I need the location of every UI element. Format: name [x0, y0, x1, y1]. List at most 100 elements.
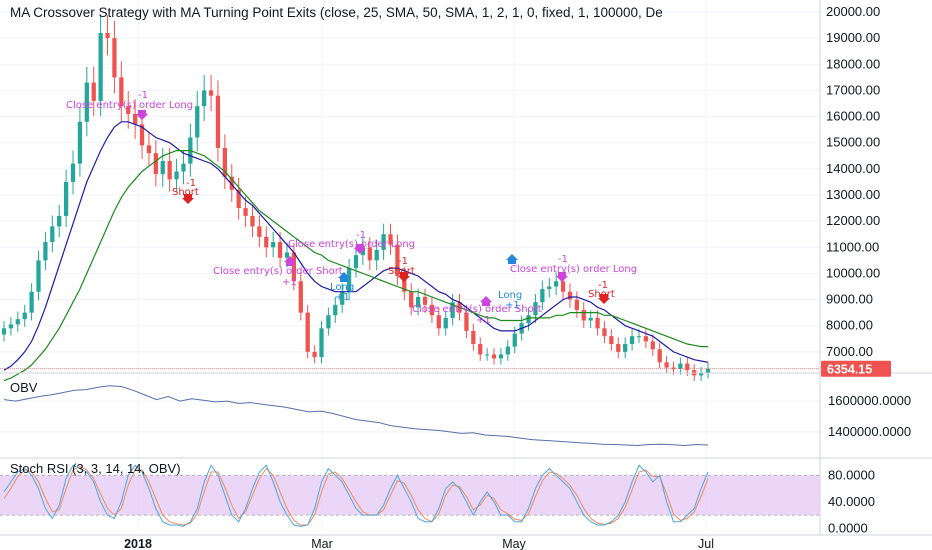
candle-body: [464, 312, 469, 331]
candle-body: [595, 317, 600, 329]
candle-body: [243, 208, 248, 216]
price-tick-label: 16000.00: [826, 109, 880, 124]
candle-body: [685, 363, 690, 371]
annotation-label: Close entry(s) order Short: [213, 266, 343, 277]
annotation-label: +1: [335, 292, 350, 303]
candle-body: [698, 372, 704, 376]
stoch-k-line: [3, 464, 709, 527]
candle-body: [63, 181, 69, 216]
price-tick-label: 8000.00: [826, 318, 873, 333]
candle-body: [57, 215, 62, 227]
candle-body: [581, 310, 586, 321]
candle-body: [491, 354, 497, 359]
candle-body: [609, 336, 614, 345]
signal-arrow-icon: [480, 296, 492, 306]
annotation-label: +1: [505, 300, 520, 311]
candle-body: [208, 90, 214, 96]
obv-label: OBV: [10, 380, 38, 395]
candle-body: [560, 281, 566, 292]
price-axis[interactable]: 7000.00 8000.00 9000.00 10000.00 11000.00 120…: [826, 4, 880, 359]
stoch-axis[interactable]: 0.0000 40.0000 80.0000: [828, 467, 875, 535]
candle-body: [50, 226, 55, 243]
candle-body: [146, 145, 152, 154]
stoch-rsi-pane[interactable]: [0, 464, 820, 527]
candle-body: [629, 336, 635, 345]
candle-body: [340, 291, 345, 305]
candle-body: [77, 121, 83, 164]
candle-body: [436, 315, 441, 329]
candle-body: [119, 77, 124, 107]
stoch-tick-label: 0.0000: [828, 520, 868, 535]
candle-body: [353, 255, 359, 269]
candle-body: [540, 289, 545, 303]
candle-body: [160, 161, 165, 175]
candle-body: [298, 281, 303, 313]
candle-body: [202, 90, 207, 107]
signal-arrow-icon: [354, 244, 366, 254]
candle-body: [505, 346, 510, 355]
candle-body: [181, 163, 186, 172]
signal-arrow-icon: [556, 272, 568, 282]
candle-body: [139, 124, 145, 146]
candle-body: [388, 234, 393, 245]
candle-body: [705, 368, 711, 373]
candle-body: [326, 315, 331, 329]
candle-body: [229, 176, 234, 190]
annotation-label: Long: [330, 282, 354, 293]
candle-body: [664, 362, 669, 368]
candle-body: [409, 291, 414, 308]
price-tick-label: 10000.00: [826, 265, 880, 280]
candle-body: [346, 268, 352, 292]
last-price-tag: 6354.15: [821, 360, 891, 377]
candle-body: [450, 302, 455, 318]
candle-body: [471, 330, 476, 345]
annotation-label: -1: [356, 230, 366, 241]
candle-body: [567, 291, 573, 300]
annotation-label: -1: [598, 280, 608, 291]
candle-body: [422, 296, 428, 305]
candle-body: [512, 333, 517, 347]
candle-body: [133, 113, 138, 125]
stoch-band: [0, 475, 820, 516]
stoch-d-line: [3, 466, 709, 526]
price-pane[interactable]: Close entry(s) order Long-1-1ShortClose …: [0, 15, 820, 382]
annotation-label: +1: [476, 315, 491, 326]
trade-annotations: Close entry(s) order Long-1-1ShortClose …: [66, 90, 637, 326]
candle-body: [250, 215, 255, 227]
candle-body: [429, 304, 435, 316]
candle-body: [319, 328, 324, 358]
candle-body: [215, 95, 221, 148]
annotation-label: Close entry(s) order Long: [66, 100, 193, 111]
candle-body: [616, 344, 621, 352]
candle-body: [8, 324, 14, 329]
last-price-value: 6354.15: [827, 363, 872, 377]
obv-axis[interactable]: 1400000.0000 1600000.0000: [828, 393, 911, 439]
candle-body: [671, 367, 676, 369]
time-tick-label: May: [502, 537, 526, 550]
candle-body: [657, 349, 662, 363]
candle-body: [636, 336, 642, 338]
signal-arrow-icon: [136, 110, 148, 120]
candle-body: [588, 317, 593, 321]
obv-tick-label: 1600000.0000: [828, 393, 911, 408]
signal-arrow-icon: [182, 194, 194, 204]
annotation-label: Close entry(s) order Short: [412, 304, 542, 315]
candle-body: [554, 281, 559, 287]
candle-body: [360, 247, 366, 256]
stoch-tick-label: 40.0000: [828, 494, 875, 509]
price-tick-label: 12000.00: [826, 213, 880, 228]
price-tick-label: 18000.00: [826, 56, 880, 71]
candle-body: [264, 236, 269, 248]
price-grid: [0, 0, 820, 535]
candle-body: [112, 38, 117, 78]
stoch-rsi-label: Stoch RSI (3, 3, 14, 14, OBV): [10, 461, 181, 476]
candle-body: [222, 147, 227, 177]
candle-body: [533, 302, 538, 316]
obv-pane[interactable]: [3, 385, 709, 447]
candle-body: [70, 163, 76, 182]
candle-body: [236, 189, 241, 209]
time-axis[interactable]: 2018 Mar May Jul: [0, 534, 932, 550]
candle-body: [547, 286, 552, 290]
candle-body: [167, 161, 172, 180]
